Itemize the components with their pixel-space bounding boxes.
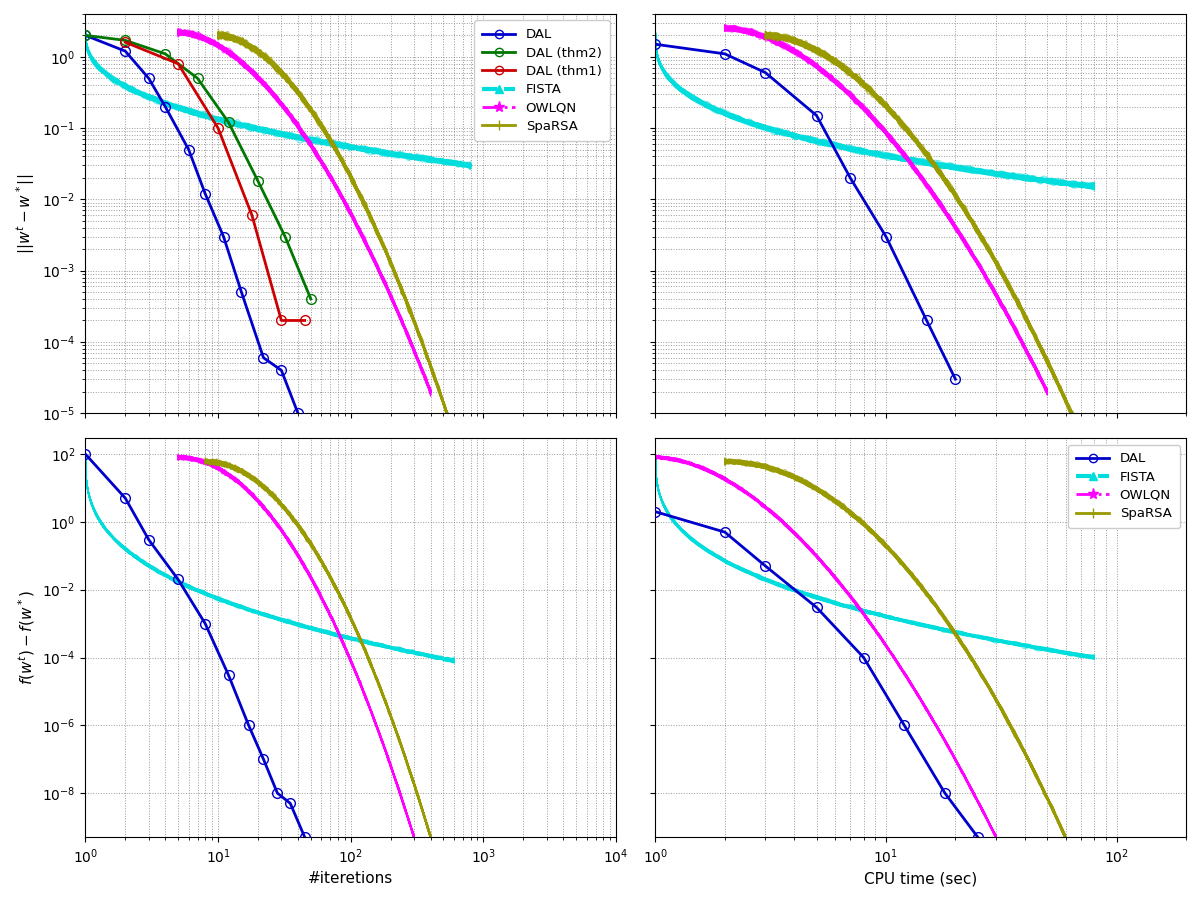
X-axis label: CPU time (sec): CPU time (sec) bbox=[864, 871, 977, 886]
Legend: DAL, DAL (thm2), DAL (thm1), FISTA, OWLQN, SpaRSA: DAL, DAL (thm2), DAL (thm1), FISTA, OWLQ… bbox=[474, 21, 610, 140]
Y-axis label: $f(w^t) - f(w^*)$: $f(w^t) - f(w^*)$ bbox=[16, 590, 36, 685]
X-axis label: #iteretions: #iteretions bbox=[308, 871, 394, 886]
Legend: DAL, FISTA, OWLQN, SpaRSA: DAL, FISTA, OWLQN, SpaRSA bbox=[1068, 445, 1180, 528]
Y-axis label: $||w^t - w^*||$: $||w^t - w^*||$ bbox=[14, 174, 36, 254]
